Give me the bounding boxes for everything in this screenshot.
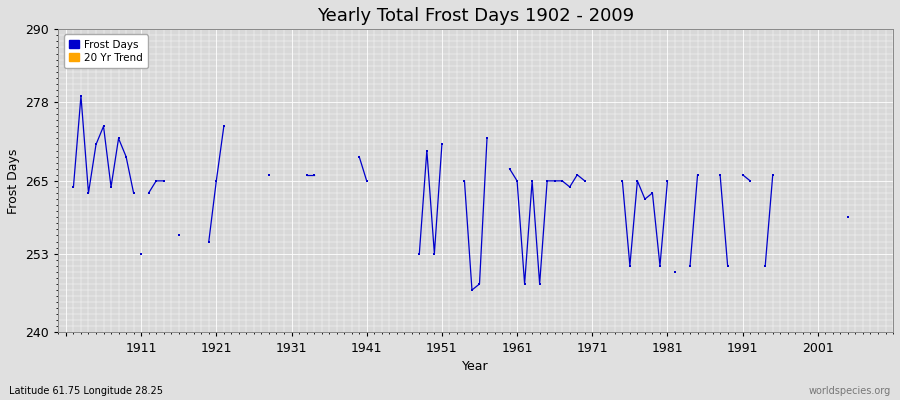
Legend: Frost Days, 20 Yr Trend: Frost Days, 20 Yr Trend [64, 34, 148, 68]
X-axis label: Year: Year [463, 360, 489, 373]
Title: Yearly Total Frost Days 1902 - 2009: Yearly Total Frost Days 1902 - 2009 [317, 7, 634, 25]
Y-axis label: Frost Days: Frost Days [7, 148, 20, 214]
Text: worldspecies.org: worldspecies.org [809, 386, 891, 396]
Text: Latitude 61.75 Longitude 28.25: Latitude 61.75 Longitude 28.25 [9, 386, 163, 396]
